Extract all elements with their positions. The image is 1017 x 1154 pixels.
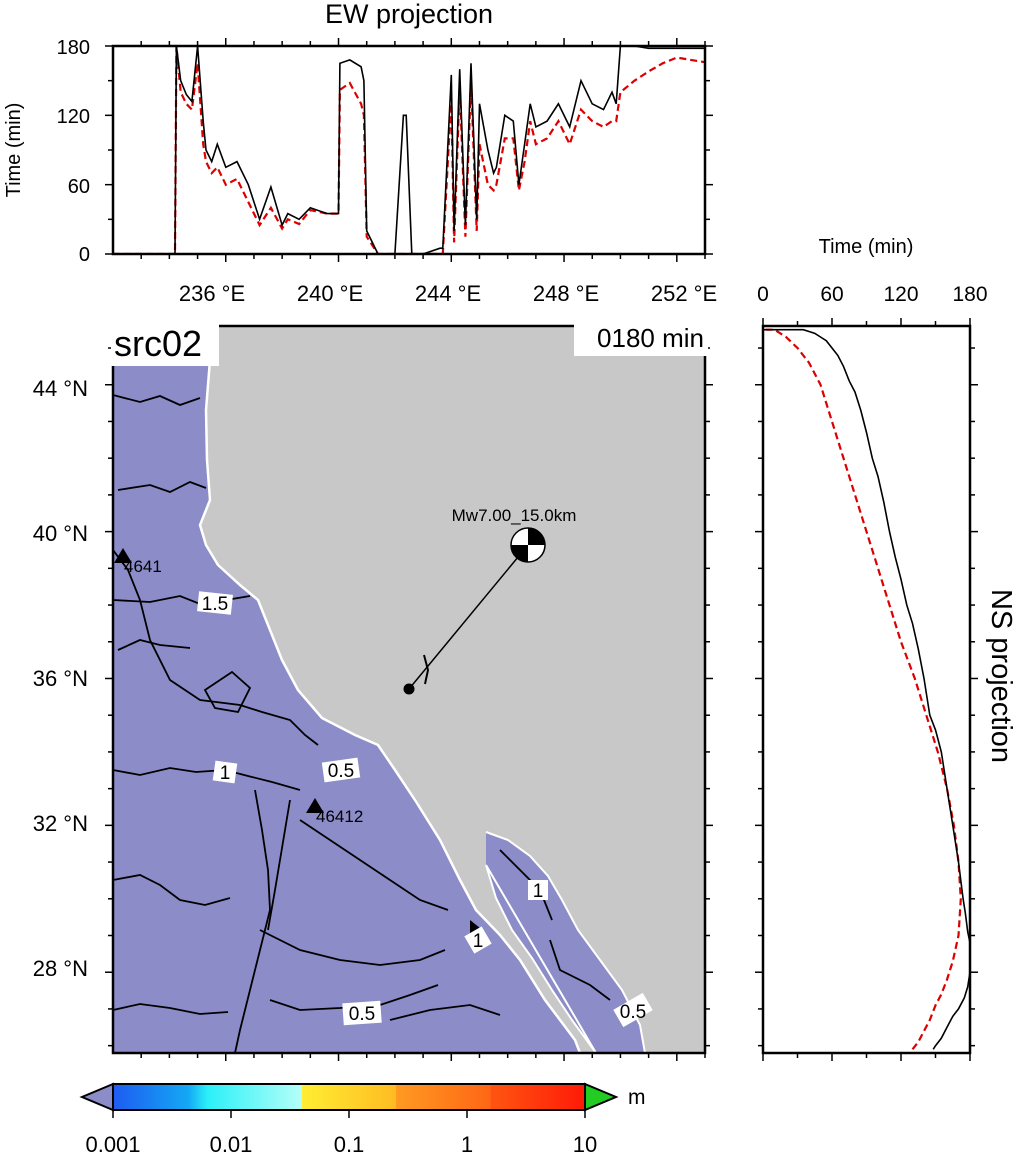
colorbar-gradient [112,1083,586,1111]
ns-xtick-label: 60 [820,283,843,306]
station-triangle-icon [306,798,324,813]
ns-series-group [763,328,970,1050]
colorbar-high-triangle [584,1082,619,1112]
station-label: 4641 [124,557,162,576]
ew-xtick-label: 240 °E [297,281,363,306]
ew-panel-title: EW projection [325,0,493,29]
ns-tick-marks [755,318,978,1061]
ew-series-line-solid [113,46,705,254]
ew-xtick-label: 236 °E [179,281,245,306]
ew-ytick-label: 120 [57,106,90,128]
ns-series-line-dashed [763,328,962,1050]
contour-label: 1 [533,881,544,902]
station-46412: 46412 [306,798,363,826]
rupture-segment [423,654,430,685]
lat-tick-label: 32 °N [33,811,88,836]
colorbar-tick-label: 1 [461,1132,473,1154]
colorbar: m 0.001 0.01 0.1 1 10 [79,1082,646,1154]
ns-x-axis: 0 60 120 180 [757,283,987,306]
colorbar-tick-label: 0.01 [210,1132,253,1154]
ew-y-axis: 0 60 120 180 [57,37,90,266]
contour-label-group: 1.5 1 0.5 1 1 0.5 0.5 [197,591,653,1028]
epicenter-dot [403,683,415,695]
ns-projection-panel: Time (min) 0 60 120 180 NS projection [755,236,1017,1061]
ew-panel-ylabel: Time (min) [3,103,25,198]
contour-label: 1 [473,931,484,952]
colorbar-tick-label: 0.1 [334,1132,365,1154]
time-label-box [574,322,708,356]
ns-xtick-label: 0 [757,283,769,306]
ns-xtick-label: 180 [952,283,987,306]
ew-tick-marks [105,38,713,262]
colorbar-unit: m [628,1086,646,1109]
ew-xtick-label: 248 °E [533,281,599,306]
ew-projection-panel: EW projection Time (min) 0 60 120 180 23… [3,0,717,306]
lat-tick-label: 28 °N [33,956,88,981]
station-label: 46412 [316,807,363,826]
epicenter-label: Mw7.00_15.0km [452,506,577,525]
lat-tick-label: 44 °N [33,376,88,401]
colorbar-tick-label: 0.001 [85,1132,140,1154]
contour-label: 1.5 [202,594,228,615]
ocean-area [113,326,580,1053]
ew-xtick-label: 252 °E [651,281,717,306]
ew-series-line-dashed [113,46,705,254]
epicenter-group: Mw7.00_15.0km [403,506,577,695]
ns-xtick-label: 120 [883,283,918,306]
station-triangle-icon [114,548,132,563]
focal-mechanism-icon [510,527,546,563]
ew-xtick-label: 244 °E [415,281,481,306]
source-label-box [111,322,219,366]
ew-ytick-label: 0 [79,244,90,266]
map-panel: src02 0180 min 44 °N 40 °N 36 °N 32 °N 2… [33,322,713,1061]
colorbar-low-triangle [79,1082,114,1112]
map-frame [111,324,707,1055]
lat-tick-label: 36 °N [33,666,88,691]
colorbar-tick-label: 10 [573,1132,597,1154]
ew-ytick-label: 180 [57,37,90,59]
ew-ytick-label: 60 [68,176,90,198]
gulf-water [486,832,645,1053]
ns-series-line-solid [763,328,970,1050]
contour-label: 1 [220,763,231,784]
ew-panel-frame [111,44,707,256]
coastline [198,326,582,1053]
map-lat-axis: 44 °N 40 °N 36 °N 32 °N 28 °N [33,376,88,981]
lat-tick-label: 40 °N [33,521,88,546]
source-label: src02 [114,323,202,364]
contour-label: 0.5 [620,1002,646,1023]
contour-label: 0.5 [349,1004,375,1025]
ew-series-group [113,46,705,254]
ns-panel-title: NS projection [985,589,1017,763]
time-label: 0180 min [597,323,704,353]
ew-x-axis: 236 °E 240 °E 244 °E 248 °E 252 °E [179,281,717,306]
contour-label: 0.5 [328,761,354,782]
ns-panel-xlabel: Time (min) [819,236,914,258]
station-46411: 4641 [114,548,162,576]
